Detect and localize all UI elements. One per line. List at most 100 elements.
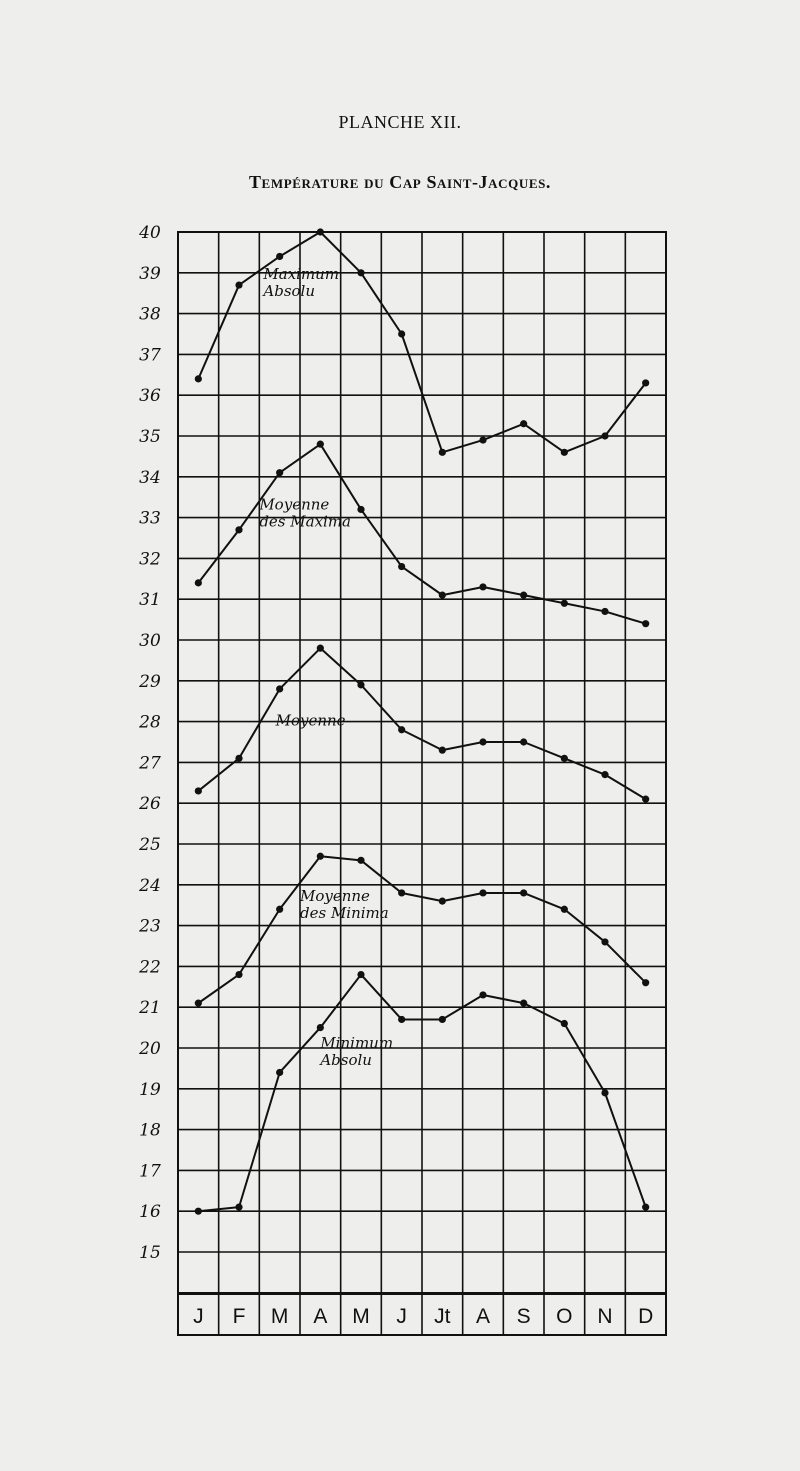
y-tick-label: 22 xyxy=(138,957,161,977)
series-line xyxy=(197,647,647,800)
data-point xyxy=(520,999,528,1007)
series-label: Absolu xyxy=(261,282,315,300)
y-tick-label: 17 xyxy=(139,1161,161,1181)
y-axis-ticks: 40 39 38 37 36 35 34 33 32 31 30 29 28 27 26 25 24 23 22 21… xyxy=(138,223,161,1263)
month-label: D xyxy=(638,1305,653,1328)
series-line xyxy=(197,855,647,1004)
y-tick-label: 39 xyxy=(139,264,161,284)
data-point xyxy=(398,726,406,734)
data-point xyxy=(479,738,487,746)
data-point xyxy=(194,787,202,795)
y-tick-label: 19 xyxy=(139,1080,161,1100)
data-point xyxy=(520,591,528,599)
data-point xyxy=(235,1203,243,1211)
series-moyenne xyxy=(194,644,650,803)
y-tick-label: 27 xyxy=(138,753,161,773)
data-point xyxy=(601,432,609,440)
data-point xyxy=(560,1019,568,1028)
data-point xyxy=(520,738,528,746)
y-tick-label: 38 xyxy=(139,305,161,325)
series-label: des Maxima xyxy=(259,512,351,530)
series-lines xyxy=(194,228,650,1215)
data-point xyxy=(316,440,324,448)
y-tick-label: 33 xyxy=(139,509,161,529)
data-point xyxy=(235,754,243,762)
series-label: Moyenne xyxy=(299,887,370,905)
data-point xyxy=(357,505,365,514)
data-point xyxy=(235,526,243,534)
y-tick-label: 30 xyxy=(139,631,161,651)
data-point xyxy=(357,269,365,277)
data-point xyxy=(479,889,487,897)
data-point xyxy=(194,375,202,383)
data-point xyxy=(357,970,365,979)
data-point xyxy=(276,252,284,261)
series-maximum-absolu xyxy=(194,228,650,456)
month-label: A xyxy=(476,1305,490,1328)
chart-title: Température du Cap Saint-Jacques. xyxy=(248,172,552,192)
chart-grid xyxy=(177,231,667,1336)
data-point xyxy=(560,905,568,913)
y-tick-label: 21 xyxy=(138,998,161,1018)
data-point xyxy=(316,228,324,236)
data-point xyxy=(398,562,406,571)
data-point xyxy=(276,905,284,913)
series-label: Absolu xyxy=(318,1051,372,1069)
y-tick-label: 20 xyxy=(138,1039,161,1059)
series-label: Moyenne xyxy=(275,712,346,730)
month-label: J xyxy=(396,1305,407,1328)
y-tick-label: 40 xyxy=(138,223,161,243)
data-point xyxy=(479,991,487,999)
data-point xyxy=(479,583,487,591)
data-point xyxy=(642,379,650,387)
data-point xyxy=(398,1015,406,1024)
y-tick-label: 29 xyxy=(138,672,161,692)
y-tick-label: 37 xyxy=(139,345,161,365)
series-moyenne-des-minima xyxy=(194,852,650,1007)
data-point xyxy=(601,771,609,779)
y-tick-label: 34 xyxy=(139,468,161,488)
month-labels: J F M A M J Jt A S O N D xyxy=(193,1305,653,1328)
y-tick-label: 26 xyxy=(138,794,161,814)
y-tick-label: 18 xyxy=(139,1121,161,1141)
data-point xyxy=(601,938,609,946)
data-point xyxy=(276,469,284,477)
y-tick-label: 23 xyxy=(138,917,161,937)
month-label: N xyxy=(597,1305,612,1328)
data-point xyxy=(276,1068,284,1077)
data-point xyxy=(438,448,446,456)
data-point xyxy=(438,591,446,599)
month-label: S xyxy=(517,1305,531,1328)
data-point xyxy=(642,1203,650,1211)
data-point xyxy=(194,579,202,587)
data-point xyxy=(194,999,202,1007)
data-point xyxy=(398,330,406,338)
y-tick-label: 36 xyxy=(139,386,161,406)
data-point xyxy=(194,1207,202,1215)
month-label: J xyxy=(193,1305,204,1328)
y-tick-label: 28 xyxy=(138,713,161,733)
data-point xyxy=(520,889,528,897)
data-point xyxy=(316,1024,324,1032)
data-point xyxy=(316,852,324,860)
data-point xyxy=(520,420,528,428)
data-point xyxy=(438,746,446,754)
month-label: A xyxy=(313,1305,327,1328)
data-point xyxy=(479,436,487,444)
data-point xyxy=(235,970,243,979)
data-point xyxy=(560,599,568,607)
y-tick-label: 32 xyxy=(139,549,161,569)
series-label: Minimum xyxy=(319,1034,393,1052)
series-label: des Minima xyxy=(300,904,389,922)
series-line xyxy=(198,973,647,1213)
y-tick-label: 16 xyxy=(139,1202,161,1222)
data-point xyxy=(438,1015,446,1024)
data-point xyxy=(642,795,650,803)
month-label: O xyxy=(556,1305,572,1328)
data-point xyxy=(560,754,568,762)
data-point xyxy=(398,889,406,897)
data-point xyxy=(438,897,446,905)
y-tick-label: 31 xyxy=(139,590,161,610)
